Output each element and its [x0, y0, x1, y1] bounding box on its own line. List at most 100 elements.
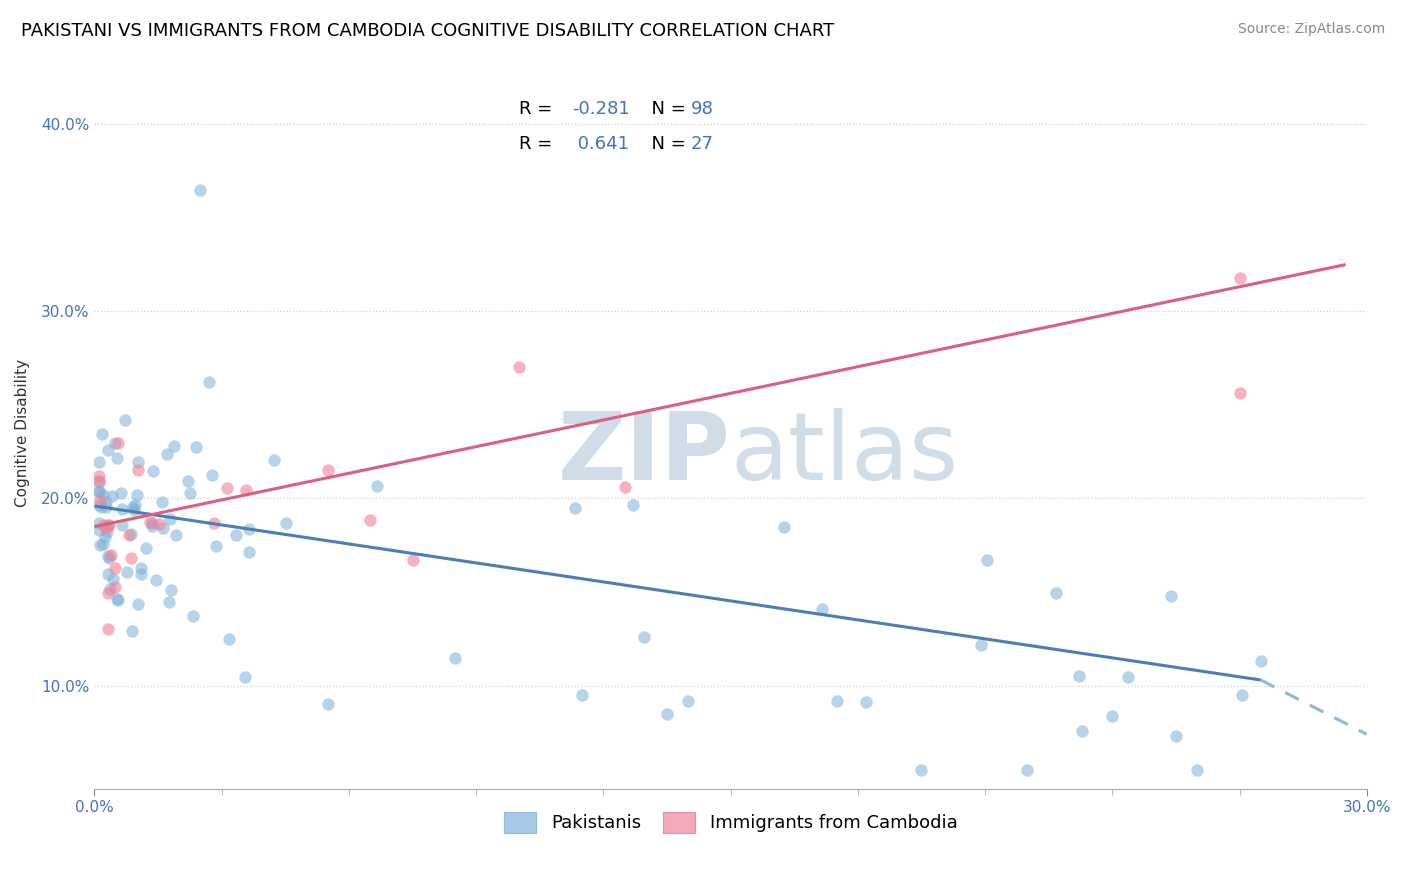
Point	[825, 694, 848, 708]
Point	[233, 670, 256, 684]
Point	[508, 360, 530, 375]
Point	[87, 516, 110, 531]
Point	[120, 526, 142, 541]
Point	[87, 454, 110, 468]
Point	[87, 484, 110, 499]
Point	[111, 501, 134, 516]
Point	[90, 500, 112, 515]
Point	[111, 518, 134, 533]
Point	[101, 489, 124, 503]
Point	[94, 495, 117, 509]
Point	[148, 517, 170, 532]
Point	[142, 464, 165, 478]
Point	[359, 513, 381, 527]
Point	[97, 623, 120, 637]
Point	[179, 486, 201, 500]
Point	[100, 549, 122, 563]
Point	[1045, 586, 1067, 600]
Point	[152, 521, 174, 535]
Point	[810, 602, 832, 616]
Point	[165, 528, 187, 542]
Point	[1164, 729, 1187, 743]
Y-axis label: Cognitive Disability: Cognitive Disability	[15, 359, 30, 507]
Point	[156, 447, 179, 461]
Point	[105, 592, 128, 607]
Point	[96, 500, 118, 515]
Point	[676, 694, 699, 708]
Point	[124, 498, 146, 512]
Point	[316, 698, 339, 712]
Point	[104, 580, 127, 594]
Point	[131, 567, 153, 582]
Text: -0.281: -0.281	[572, 100, 630, 118]
Point	[120, 551, 142, 566]
Point	[87, 523, 110, 537]
Point	[401, 552, 423, 566]
Point	[114, 413, 136, 427]
Text: atlas: atlas	[731, 409, 959, 500]
Point	[104, 436, 127, 450]
Point	[1017, 763, 1039, 777]
Point	[225, 528, 247, 542]
Point	[150, 495, 173, 509]
Point	[97, 585, 120, 599]
Point	[159, 512, 181, 526]
Point	[198, 375, 221, 389]
Point	[160, 582, 183, 597]
Point	[127, 463, 149, 477]
Point	[183, 609, 205, 624]
Point	[571, 688, 593, 702]
Text: N =: N =	[640, 100, 692, 118]
Point	[1250, 654, 1272, 668]
Point	[655, 706, 678, 721]
Point	[366, 479, 388, 493]
Point	[107, 436, 129, 450]
Point	[855, 695, 877, 709]
Point	[89, 538, 111, 552]
Text: R =: R =	[519, 135, 558, 153]
Point	[190, 183, 212, 197]
Point	[970, 638, 993, 652]
Point	[104, 560, 127, 574]
Point	[263, 453, 285, 467]
Point	[138, 516, 160, 530]
Point	[186, 440, 208, 454]
Text: 0.641: 0.641	[572, 135, 628, 153]
Point	[218, 632, 240, 646]
Point	[87, 498, 110, 512]
Legend: Pakistanis, Immigrants from Cambodia: Pakistanis, Immigrants from Cambodia	[494, 801, 969, 844]
Point	[1118, 670, 1140, 684]
Point	[115, 565, 138, 579]
Point	[201, 467, 224, 482]
Point	[122, 500, 145, 514]
Point	[1160, 590, 1182, 604]
Point	[1229, 270, 1251, 285]
Point	[238, 522, 260, 536]
Point	[145, 573, 167, 587]
Point	[97, 549, 120, 563]
Point	[623, 498, 645, 512]
Point	[91, 488, 114, 502]
Text: Source: ZipAtlas.com: Source: ZipAtlas.com	[1237, 22, 1385, 37]
Point	[122, 503, 145, 517]
Point	[98, 518, 121, 533]
Point	[1067, 668, 1090, 682]
Point	[127, 455, 149, 469]
Point	[129, 560, 152, 574]
Point	[101, 573, 124, 587]
Point	[910, 763, 932, 777]
Point	[1185, 763, 1208, 777]
Point	[110, 486, 132, 500]
Point	[238, 545, 260, 559]
Point	[976, 553, 998, 567]
Point	[177, 474, 200, 488]
Point	[127, 597, 149, 611]
Point	[276, 516, 298, 531]
Point	[118, 528, 141, 542]
Point	[157, 594, 180, 608]
Point	[94, 530, 117, 544]
Point	[205, 539, 228, 553]
Point	[1101, 709, 1123, 723]
Point	[98, 582, 121, 597]
Point	[141, 519, 163, 533]
